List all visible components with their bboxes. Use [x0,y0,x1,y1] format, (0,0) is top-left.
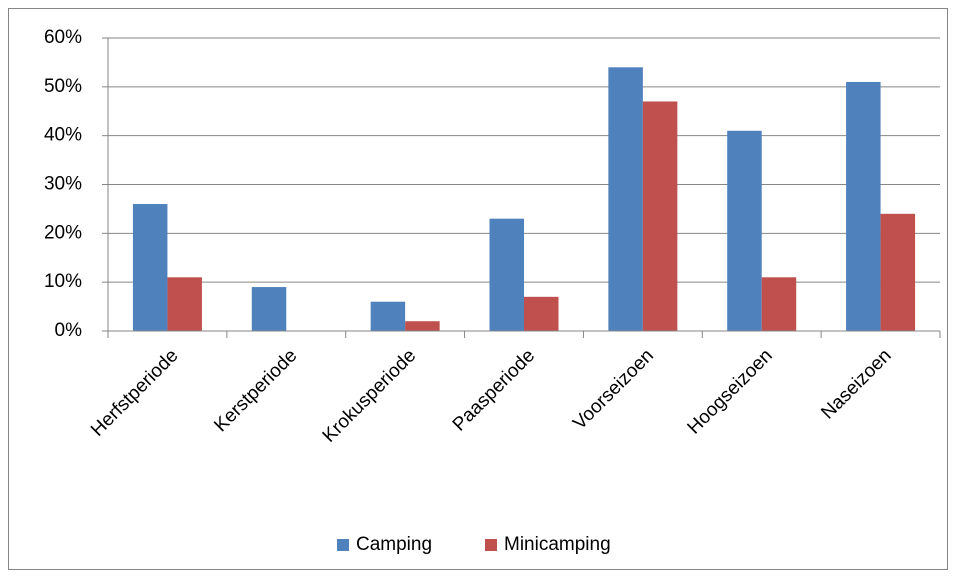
y-tick-label: 50% [44,76,82,97]
legend-swatch [485,539,497,551]
bar [489,218,524,331]
y-tick-label: 60% [44,27,82,48]
bar [132,204,168,331]
bar [642,101,678,331]
bar [761,277,797,331]
legend-label: Minicamping [504,534,611,555]
bar [370,301,406,331]
bar [405,321,440,331]
y-tick-label: 0% [55,320,83,341]
y-tick-label: 40% [44,125,82,146]
bar [524,296,559,331]
y-tick-label: 10% [44,271,82,292]
bar [167,277,202,331]
bar [608,67,643,332]
legend-swatch [337,539,349,551]
y-tick-label: 30% [44,174,82,195]
y-tick-label: 20% [44,222,82,243]
bar [880,213,916,331]
bar [846,81,881,331]
legend-label: Camping [356,534,432,555]
bar [251,287,287,331]
bar [727,130,762,331]
